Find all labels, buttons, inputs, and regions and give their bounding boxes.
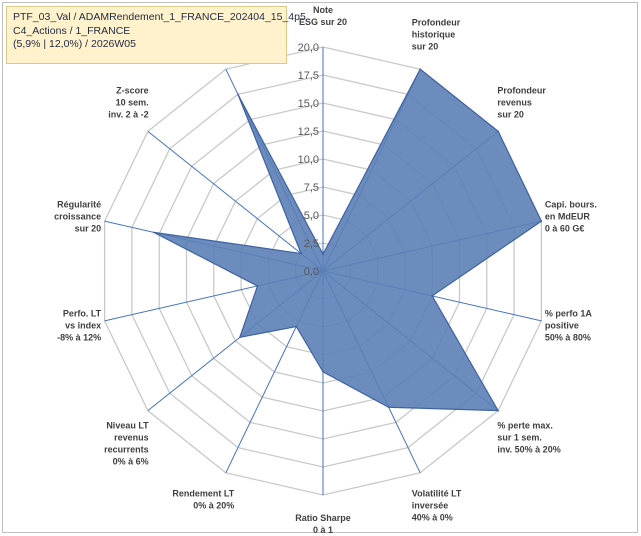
series-point-8 xyxy=(295,325,298,328)
series-point-12 xyxy=(300,252,302,255)
axis-label-5-line-1: sur 1 sem. xyxy=(497,432,542,442)
tick-label-4: 10,0 xyxy=(298,154,319,166)
axis-label-8-line-0: Rendement LT xyxy=(172,489,234,499)
series-point-5 xyxy=(497,409,499,412)
axis-label-3-line-2: 0 à 60 G€ xyxy=(545,223,585,233)
axis-label-4: % perfo 1A positive 50% à 80% xyxy=(545,309,593,343)
series-point-4 xyxy=(431,295,433,297)
axis-label-7: Ratio Sharpe 0 à 1 xyxy=(295,513,351,534)
series-point-1 xyxy=(419,68,421,70)
axis-label-2-line-0: Profondeur xyxy=(497,86,546,96)
axis-label-11-line-2: sur 20 xyxy=(75,223,102,233)
axis-label-8-line-1: 0% à 20% xyxy=(193,501,234,511)
axis-label-6-line-2: 40% à 0% xyxy=(412,513,453,523)
axis-label-10: Perfo. LT vs index -8% à 12% xyxy=(57,309,102,343)
info-box: PTF_03_Val / ADAMRendement_1_FRANCE_2024… xyxy=(6,6,306,64)
radial-tick-labels: 0,0 2,5 5,0 7,5 10,0 12,5 15,0 17,5 20,0 xyxy=(298,42,319,278)
axis-label-2: Profondeur revenus sur 20 xyxy=(497,86,546,120)
tick-label-3: 7,5 xyxy=(304,182,319,194)
series-point-0 xyxy=(322,253,324,255)
tick-label-2: 5,0 xyxy=(304,210,319,222)
axis-label-10-line-1: vs index xyxy=(65,321,101,331)
series-point-9 xyxy=(239,336,241,339)
series-point-11 xyxy=(152,231,155,234)
axis-label-9-line-1: revenus xyxy=(114,432,149,442)
series-point-7 xyxy=(322,371,324,373)
axis-label-3: Capi. bours. en MdEUR 0 à 60 G€ xyxy=(545,199,597,233)
axis-label-0: Note ESG sur 20 xyxy=(299,5,347,27)
spoke-12 xyxy=(147,130,324,272)
axis-label-12-line-1: 10 sem. xyxy=(116,98,149,108)
axis-label-12-line-0: Z-score xyxy=(116,86,149,96)
info-line-1: PTF_03_Val / ADAMRendement_1_FRANCE_2024… xyxy=(13,11,306,23)
axis-label-9-line-3: 0% à 6% xyxy=(113,456,149,466)
axis-label-5-line-0: % perte max. xyxy=(497,420,553,430)
axis-label-3-line-1: en MdEUR xyxy=(545,211,591,221)
axis-label-5: % perte max. sur 1 sem. inv. 50% à 20% xyxy=(497,420,560,454)
axis-label-12-line-2: inv. 2 à -2 xyxy=(108,110,148,120)
axis-label-6-line-1: inversée xyxy=(412,501,449,511)
axis-label-8: Rendement LT 0% à 20% xyxy=(172,489,234,511)
axis-label-1-line-0: Profondeur xyxy=(412,17,461,27)
axis-label-9-line-0: Niveau LT xyxy=(106,420,149,430)
axis-label-0-line-1: ESG sur 20 xyxy=(299,17,347,27)
axis-label-7-line-0: Ratio Sharpe xyxy=(295,513,351,523)
axis-labels: Note ESG sur 20 Profondeur historique sur 20… xyxy=(54,5,597,534)
info-line-3: (5,9% | 12,0%) / 2026W05 xyxy=(13,38,136,50)
axis-label-9: Niveau LT revenus recurrents 0% à 6% xyxy=(104,420,149,466)
axis-label-2-line-2: sur 20 xyxy=(497,110,524,120)
tick-label-7: 17,5 xyxy=(298,70,319,82)
axis-label-4-line-1: positive xyxy=(545,321,579,331)
axis-label-1-line-1: historique xyxy=(412,29,456,39)
series-point-10 xyxy=(256,285,259,287)
axis-label-10-line-0: Perfo. LT xyxy=(63,309,102,319)
tick-label-6: 15,0 xyxy=(298,98,319,110)
axis-label-1-line-2: sur 20 xyxy=(412,41,439,51)
series-point-6 xyxy=(387,406,390,409)
axis-label-11-line-0: Régularité xyxy=(57,199,101,209)
axis-label-2-line-1: revenus xyxy=(497,98,532,108)
axis-label-5-line-2: inv. 50% à 20% xyxy=(497,444,560,454)
series-point-3 xyxy=(540,220,543,222)
axis-label-11: Régularité croissance sur 20 xyxy=(54,199,101,233)
axis-label-4-line-0: % perfo 1A xyxy=(545,309,593,319)
axis-label-11-line-1: croissance xyxy=(54,211,101,221)
series-point-13 xyxy=(237,93,239,96)
tick-label-8: 20,0 xyxy=(298,42,319,54)
axis-label-3-line-0: Capi. bours. xyxy=(545,199,597,209)
axis-label-4-line-2: 50% à 80% xyxy=(545,333,591,343)
axis-label-0-line-0: Note xyxy=(313,5,333,15)
info-line-2: C4_Actions / 1_FRANCE xyxy=(13,24,131,37)
axis-label-10-line-2: -8% à 12% xyxy=(57,333,101,343)
axis-label-12: Z-score 10 sem. inv. 2 à -2 xyxy=(108,86,148,120)
axis-label-9-line-2: recurrents xyxy=(104,444,149,454)
axis-label-6: Volatilité LT inversée 40% à 0% xyxy=(412,489,462,523)
tick-label-1: 2,5 xyxy=(304,238,319,250)
tick-label-0: 0,0 xyxy=(304,266,319,278)
series-point-2 xyxy=(497,130,499,133)
axis-label-7-line-1: 0 à 1 xyxy=(313,525,333,534)
tick-label-5: 12,5 xyxy=(298,126,319,138)
radar-series xyxy=(152,68,543,412)
radar-chart: 0,0 2,5 5,0 7,5 10,0 12,5 15,0 17,5 20,0 Note ESG… xyxy=(54,5,597,534)
axis-label-1: Profondeur historique sur 20 xyxy=(412,17,461,51)
axis-label-6-line-0: Volatilité LT xyxy=(412,489,462,499)
